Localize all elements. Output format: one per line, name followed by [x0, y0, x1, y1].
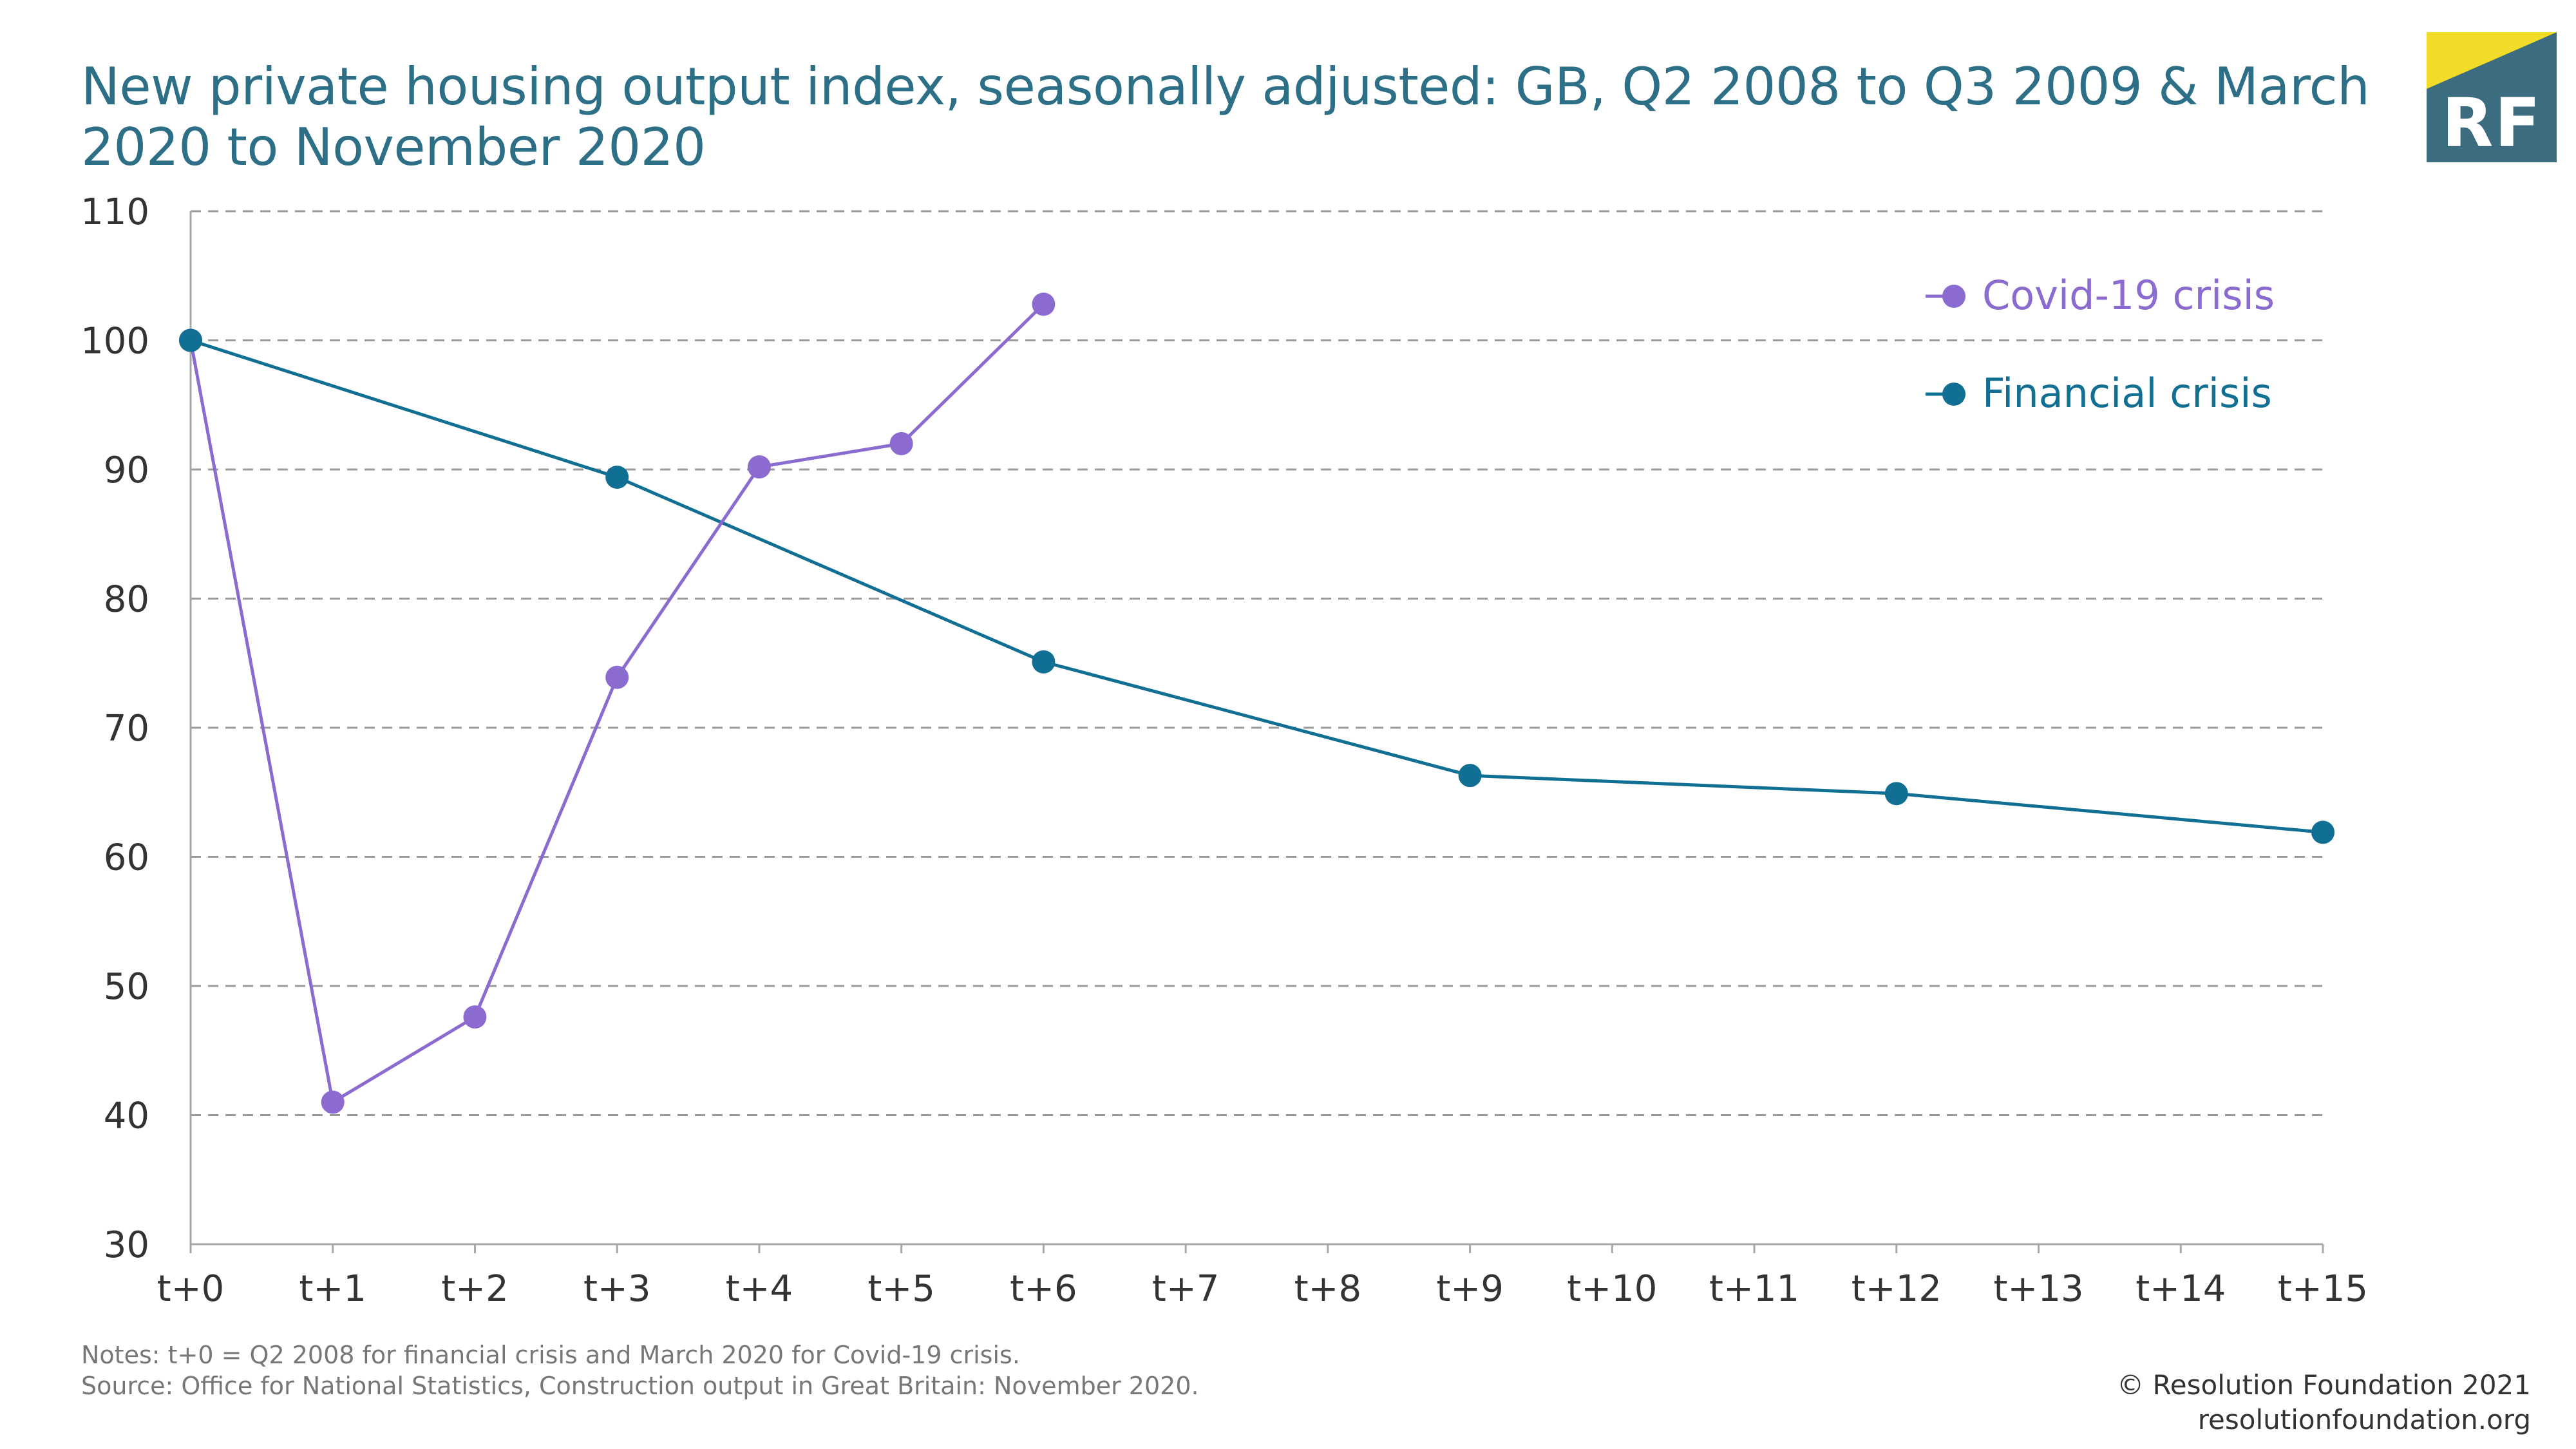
legend-marker: [1942, 383, 1965, 406]
line-chart: 30 40 50 60 70 80 90 100 110 t+0 t+1 t+2 t+3 t+4 t+5 t+…: [80, 191, 2368, 1310]
legend-entry: Covid-19 crisis: [1926, 272, 2275, 319]
series-line: [190, 339, 2324, 834]
x-tick-label: t+15: [2278, 1268, 2368, 1310]
data-point: [179, 328, 202, 352]
notes-line: Notes: t+0 = Q2 2008 for financial crisi…: [81, 1341, 1020, 1369]
legend-label: Financial crisis: [1982, 370, 2272, 417]
rf-logo: RF: [2427, 32, 2557, 162]
copyright-text: © Resolution Foundation 2021: [2117, 1369, 2531, 1401]
series-financial-crisis: [179, 328, 2334, 844]
x-tick-label: t+3: [583, 1268, 651, 1310]
legend-entry: Financial crisis: [1926, 370, 2272, 417]
chart-notes: Notes: t+0 = Q2 2008 for financial crisi…: [81, 1340, 1199, 1401]
chart-title: New private housing output index, season…: [81, 57, 2370, 177]
data-point: [605, 665, 629, 689]
logo-accent-triangle: [2427, 32, 2557, 89]
y-tick-label: 100: [80, 321, 149, 363]
x-tick-label: t+6: [1010, 1268, 1077, 1310]
x-tick-label: t+8: [1294, 1268, 1362, 1310]
x-tick-label: t+1: [299, 1268, 366, 1310]
data-point: [605, 466, 629, 489]
x-tick-label: t+2: [441, 1268, 509, 1310]
data-point: [747, 455, 771, 478]
x-tick-label: t+11: [1709, 1268, 1799, 1310]
gridlines: [191, 210, 2323, 1116]
x-tick-label: t+5: [867, 1268, 935, 1310]
legend: Covid-19 crisis Financial crisis: [1926, 272, 2275, 417]
y-tick-label: 80: [104, 579, 149, 621]
data-point: [1032, 292, 1056, 316]
logo-text: RF: [2441, 84, 2542, 162]
data-point: [1032, 650, 1056, 674]
x-tick-label: t+10: [1567, 1268, 1657, 1310]
x-tick-label: t+7: [1152, 1268, 1220, 1310]
y-tick-label: 70: [104, 708, 149, 750]
x-tick-label: t+14: [2136, 1268, 2226, 1310]
data-point: [1884, 782, 1908, 806]
y-tick-label: 40: [104, 1095, 149, 1137]
data-point: [889, 431, 913, 455]
axes: 30 40 50 60 70 80 90 100 110 t+0 t+1 t+2 t+3 t+4 t+5 t+…: [80, 191, 2368, 1310]
data-point: [2311, 820, 2334, 844]
x-tick-label: t+12: [1852, 1268, 1942, 1310]
x-tick-label: t+9: [1436, 1268, 1504, 1310]
y-tick-label: 90: [104, 450, 149, 491]
series-covid-19-crisis: [179, 292, 1056, 1114]
data-point: [1458, 764, 1482, 788]
data-point: [463, 1005, 487, 1029]
series-line: [189, 303, 1045, 1104]
data-point: [321, 1090, 345, 1114]
x-tick-label: t+4: [726, 1268, 793, 1310]
source-line: Source: Office for National Statistics, …: [81, 1372, 1199, 1400]
series: [179, 292, 2334, 1114]
x-tick-label: t+13: [1993, 1268, 2083, 1310]
legend-marker: [1942, 285, 1965, 308]
website-text: resolutionfoundation.org: [2197, 1404, 2531, 1435]
y-tick-label: 60: [104, 837, 149, 879]
y-tick-label: 110: [80, 191, 149, 233]
legend-label: Covid-19 crisis: [1982, 272, 2275, 319]
credit: © Resolution Foundation 2021 resolutionf…: [2117, 1368, 2531, 1437]
x-tick-label: t+0: [157, 1268, 225, 1310]
y-tick-label: 30: [104, 1224, 149, 1266]
y-tick-label: 50: [104, 966, 149, 1008]
